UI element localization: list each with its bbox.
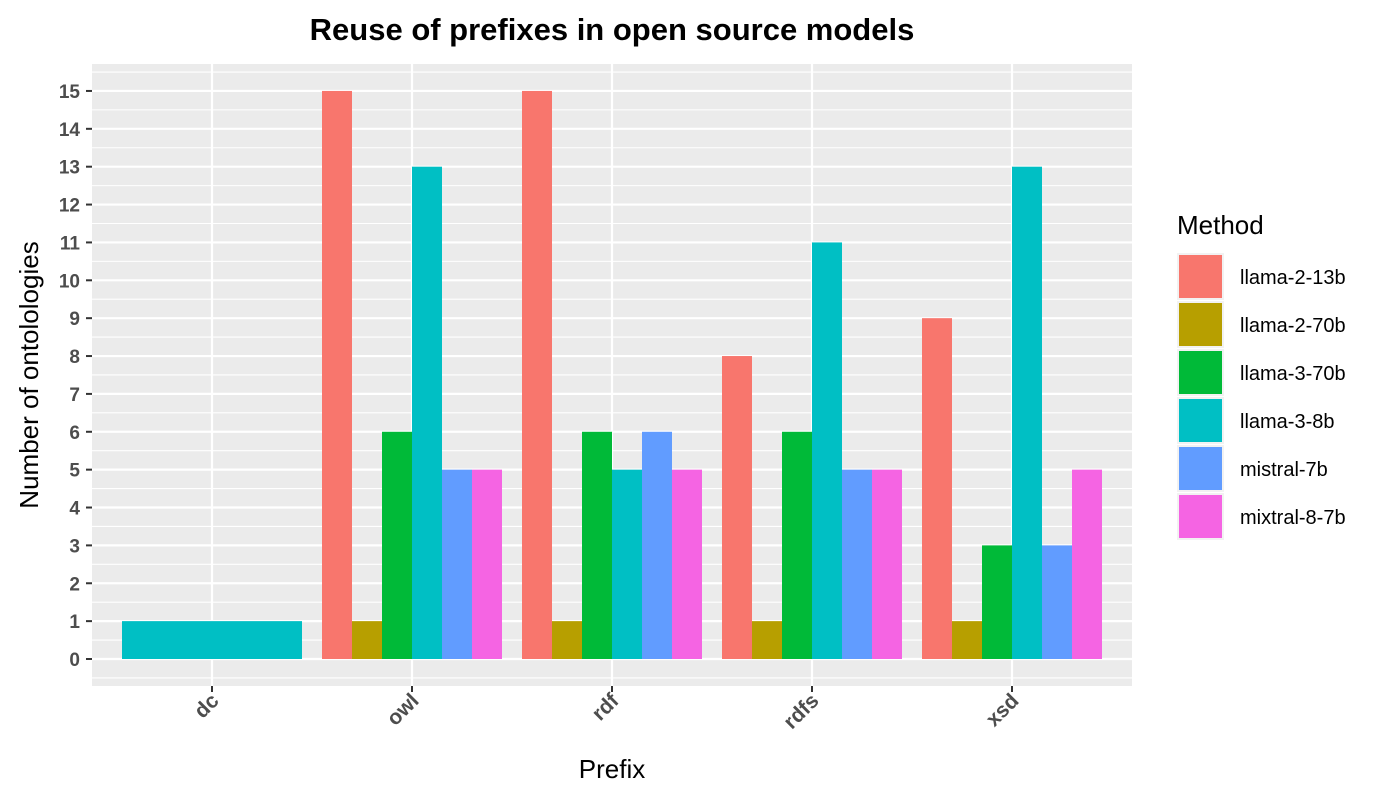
legend-label-llama-3-70b: llama-3-70b — [1240, 363, 1346, 385]
legend-swatch-llama-3-70b — [1179, 351, 1222, 394]
y-tick-label: 3 — [69, 536, 80, 557]
bar-llama-2-70b-owl — [352, 621, 382, 659]
y-tick-label: 6 — [69, 423, 80, 444]
legend-swatch-llama-2-13b — [1179, 255, 1222, 298]
x-tick-label: dc — [190, 689, 224, 723]
bar-mixtral-8-7b-rdf — [672, 469, 702, 659]
bar-llama-3-70b-rdfs — [782, 431, 812, 659]
bar-mistral-7b-xsd — [1042, 545, 1072, 659]
legend-label-mistral-7b: mistral-7b — [1240, 459, 1328, 481]
bar-llama-2-13b-rdf — [522, 90, 552, 659]
bar-llama-2-13b-owl — [322, 90, 352, 659]
bar-llama-3-8b-rdf — [612, 469, 642, 659]
bar-llama-3-8b-owl — [412, 166, 442, 659]
x-axis-ticks: dc owl rdf rdfs xsd — [190, 686, 1024, 734]
legend-label-mixtral-8-7b: mixtral-8-7b — [1240, 507, 1346, 529]
y-axis-title: Number of ontolologies — [14, 241, 44, 508]
legend-swatch-llama-3-8b — [1179, 399, 1222, 442]
bar-mixtral-8-7b-owl — [472, 469, 502, 659]
bar-mistral-7b-rdfs — [842, 469, 872, 659]
legend-title: Method — [1177, 210, 1264, 240]
bar-llama-3-70b-owl — [382, 431, 412, 659]
x-tick-label: rdfs — [779, 689, 823, 733]
x-axis-title: Prefix — [579, 754, 645, 784]
legend-label-llama-2-70b: llama-2-70b — [1240, 315, 1346, 337]
y-tick-label: 10 — [59, 271, 80, 292]
y-tick-label: 13 — [59, 158, 80, 179]
bar-llama-2-13b-rdfs — [722, 356, 752, 659]
y-tick-label: 12 — [59, 196, 80, 217]
y-tick-label: 11 — [60, 233, 81, 254]
bar-llama-3-8b-dc — [122, 621, 302, 659]
legend-label-llama-3-8b: llama-3-8b — [1240, 411, 1334, 433]
bar-mistral-7b-rdf — [642, 431, 672, 659]
y-tick-label: 5 — [69, 461, 80, 482]
y-tick-label: 4 — [69, 499, 80, 520]
bar-mistral-7b-owl — [442, 469, 472, 659]
y-tick-label: 15 — [59, 82, 81, 103]
y-tick-label: 0 — [69, 650, 80, 671]
y-tick-label: 14 — [59, 120, 81, 141]
chart-title: Reuse of prefixes in open source models — [310, 12, 915, 47]
bar-mixtral-8-7b-xsd — [1072, 469, 1102, 659]
bar-llama-3-8b-xsd — [1012, 166, 1042, 659]
y-tick-label: 1 — [69, 612, 80, 633]
bar-llama-3-8b-rdfs — [812, 242, 842, 659]
y-tick-label: 2 — [69, 574, 80, 595]
bar-llama-2-13b-xsd — [922, 318, 952, 659]
legend-swatch-mixtral-8-7b — [1179, 495, 1222, 538]
legend: Method llama-2-13b llama-2-70b llama-3-70b… — [1177, 210, 1346, 540]
y-tick-label: 9 — [69, 309, 80, 330]
bar-llama-3-70b-rdf — [582, 431, 612, 659]
legend-swatch-llama-2-70b — [1179, 303, 1222, 346]
bar-mixtral-8-7b-rdfs — [872, 469, 902, 659]
legend-swatch-mistral-7b — [1179, 447, 1222, 490]
y-tick-label: 8 — [69, 347, 80, 368]
legend-label-llama-2-13b: llama-2-13b — [1240, 267, 1346, 289]
bar-llama-2-70b-xsd — [952, 621, 982, 659]
x-tick-label: xsd — [982, 689, 1024, 731]
bars — [122, 90, 1102, 659]
y-tick-label: 7 — [69, 385, 80, 406]
x-tick-label: rdf — [587, 689, 624, 726]
bar-llama-2-70b-rdfs — [752, 621, 782, 659]
bar-llama-3-70b-xsd — [982, 545, 1012, 659]
x-tick-label: owl — [383, 689, 424, 730]
bar-llama-2-70b-rdf — [552, 621, 582, 659]
